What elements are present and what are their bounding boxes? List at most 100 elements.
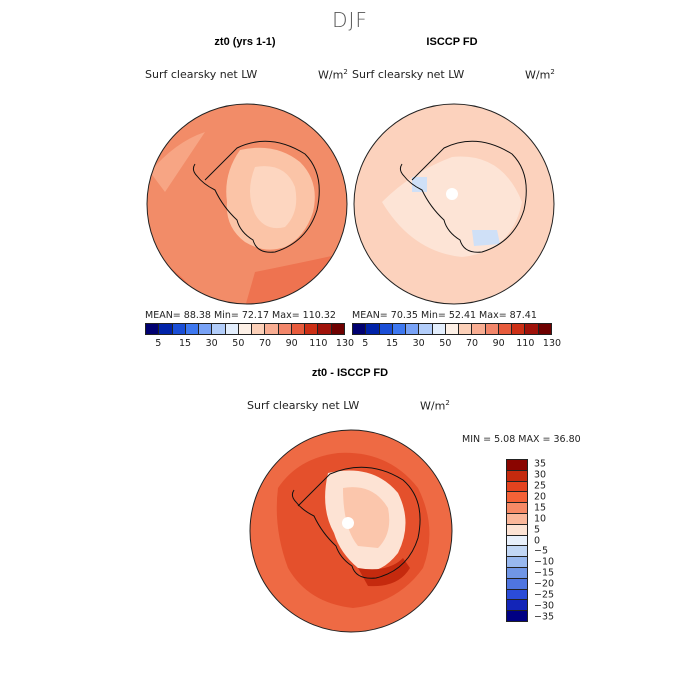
- panel1-colorbar-tick-label: 130: [335, 338, 355, 349]
- diff-colorbar-swatch: [507, 557, 527, 568]
- panel2-contour-region: [412, 177, 427, 192]
- diff-stats: MIN = 5.08 MAX = 36.80: [462, 434, 581, 445]
- panel2-colorbar-swatch: [459, 324, 473, 334]
- diff-title: zt0 - ISCCP FD: [311, 367, 389, 379]
- diff-colorbar-tick-label: −20: [534, 578, 555, 590]
- panel2-colorbar-swatch: [392, 324, 407, 334]
- diff-colorbar-tick-label: 0: [534, 535, 541, 546]
- panel2-colorbar-swatch: [485, 324, 499, 334]
- panel1-colorbar-swatch: [305, 324, 319, 334]
- panel1-stats: MEAN= 88.38 Min= 72.17 Max= 110.32: [145, 310, 336, 321]
- diff-colorbar-tick-label: −30: [534, 600, 555, 612]
- diff-colorbar-swatch: [507, 546, 527, 558]
- diff-contour-region: [343, 487, 390, 548]
- diff-colorbar-tick-label: −15: [534, 567, 555, 579]
- diff-variable: Surf clearsky net LW: [247, 399, 360, 412]
- panel1-colorbar-swatch: [172, 324, 186, 334]
- panel2-map: [353, 103, 555, 305]
- panel1-colorbar-swatch: [278, 324, 292, 334]
- panel1-contour-region: [150, 132, 205, 192]
- panel1-colorbar-swatch: [146, 324, 160, 334]
- panel1-colorbar-tick-label: 15: [178, 338, 192, 349]
- panel2-colorbar-swatch: [366, 324, 380, 334]
- diff-colorbar-tick-label: 10: [534, 513, 547, 525]
- panel1-colorbar-tick-label: 110: [309, 338, 328, 349]
- season-title: DJF: [332, 8, 368, 32]
- panel2-title: ISCCP FD: [426, 36, 478, 48]
- diff-colorbar-swatch: [507, 567, 527, 579]
- diff-colorbar-tick-label: −35: [534, 611, 555, 623]
- panel2-colorbar: [352, 323, 552, 335]
- panel1-colorbar-labels: 5 15 30 50 70 90 110 130: [145, 338, 354, 352]
- panel1-map: [146, 103, 348, 305]
- panel2-colorbar-tick-label: 70: [465, 338, 479, 349]
- diff-colorbar-swatch: [507, 611, 527, 621]
- panel1-colorbar-swatch: [199, 324, 213, 334]
- panel2-colorbar-swatch: [432, 324, 446, 334]
- panel1-title: zt0 (yrs 1-1): [214, 36, 276, 48]
- diff-contour-region: [342, 517, 354, 529]
- diff-contour-region: [358, 558, 410, 587]
- diff-colorbar-swatch: [507, 460, 527, 471]
- panel2-coastline: [399, 140, 527, 253]
- panel1-colorbar-swatch: [318, 324, 332, 334]
- panel2-colorbar-swatch: [353, 324, 367, 334]
- panel2-colorbar-labels: 5 15 30 50 70 90 110 130: [352, 338, 561, 352]
- panel2-map-border: [353, 103, 555, 305]
- panel2-colorbar-swatch: [472, 324, 486, 334]
- panel1-colorbar-swatch: [252, 324, 266, 334]
- diff-units: W/m2: [420, 399, 450, 413]
- diff-colorbar-swatch: [507, 535, 527, 547]
- panel1-colorbar-swatch: [212, 324, 226, 334]
- diff-colorbar: [506, 459, 528, 622]
- panel1-variable: Surf clearsky net LW: [145, 68, 258, 81]
- diff-colorbar-swatch: [507, 578, 527, 590]
- diff-map: [249, 429, 453, 633]
- panel2-colorbar-tick-label: 90: [492, 338, 505, 349]
- diff-colorbar-swatch: [507, 600, 527, 612]
- panel1-map-border: [146, 103, 348, 305]
- panel2-colorbar-swatch: [512, 324, 526, 334]
- diff-colorbar-swatch: [507, 524, 527, 536]
- diff-colorbar-tick-label: 20: [534, 491, 547, 503]
- panel1-colorbar-tick-label: 70: [258, 338, 272, 349]
- panel1-colorbar-swatch: [291, 324, 306, 334]
- diff-colorbar-tick-label: −5: [534, 545, 549, 557]
- panel2-colorbar-tick-label: 110: [516, 338, 535, 349]
- diff-colorbar-tick-label: −25: [534, 589, 555, 601]
- diff-colorbar-tick-label: 35: [534, 458, 547, 470]
- diff-colorbar-swatch: [507, 589, 527, 601]
- panel2-colorbar-swatch: [379, 324, 393, 334]
- panel2-colorbar-tick-label: 130: [542, 338, 562, 349]
- diff-colorbar-tick-label: 25: [534, 480, 547, 492]
- diff-map-border: [249, 429, 453, 633]
- diff-colorbar-tick-label: 15: [534, 502, 547, 514]
- panel2-colorbar-swatch: [406, 324, 420, 334]
- panel2-colorbar-swatch: [538, 324, 551, 334]
- diff-colorbar-tick-label: 30: [534, 469, 547, 481]
- panel2-colorbar-swatch: [498, 324, 513, 334]
- diff-colorbar-swatch: [507, 481, 527, 493]
- panel2-colorbar-tick-label: 50: [439, 338, 452, 349]
- panel2-colorbar-tick-label: 30: [412, 338, 425, 349]
- panel1-colorbar-swatch: [331, 324, 344, 334]
- diff-colorbar-tick-label: −10: [534, 556, 555, 568]
- panel1-colorbar-tick-label: 5: [155, 338, 162, 349]
- diff-colorbar-swatch: [507, 492, 527, 504]
- panel2-colorbar-swatch: [419, 324, 433, 334]
- panel1-contour-region: [250, 166, 297, 229]
- panel2-units: W/m2: [525, 68, 555, 82]
- diff-colorbar-swatch: [507, 503, 527, 514]
- diff-colorbar-swatch: [507, 513, 527, 525]
- panel2-contour-region: [472, 230, 500, 246]
- panel1-colorbar-swatch: [225, 324, 239, 334]
- panel2-colorbar-tick-label: 15: [385, 338, 399, 349]
- diff-colorbar-swatch: [507, 470, 527, 482]
- diff-coastline: [291, 466, 421, 579]
- panel1-colorbar-swatch: [159, 324, 173, 334]
- panel1-units: W/m2: [318, 68, 348, 82]
- panel2-stats: MEAN= 70.35 Min= 52.41 Max= 87.41: [352, 310, 537, 321]
- panel1-colorbar-tick-label: 90: [285, 338, 298, 349]
- panel1-colorbar-swatch: [238, 324, 253, 334]
- panel1-colorbar-swatch: [185, 324, 200, 334]
